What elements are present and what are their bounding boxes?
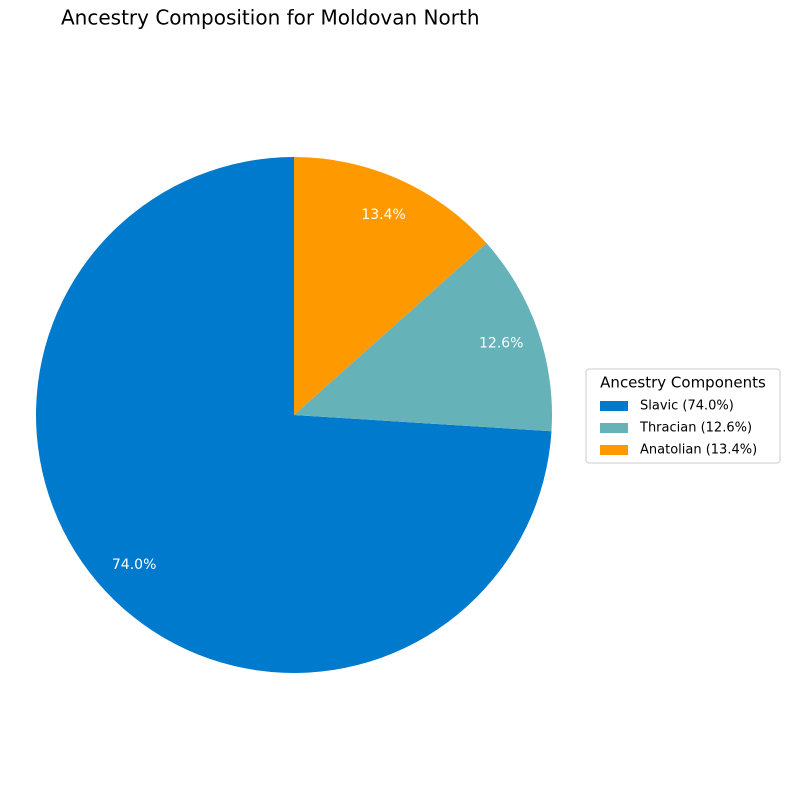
pie-slice [294,243,552,432]
legend-swatch [600,423,628,433]
legend-title: Ancestry Components [600,374,766,392]
legend-label: Thracian (12.6%) [639,421,752,436]
legend-label: Slavic (74.0%) [640,399,734,414]
chart-title: Ancestry Composition for Moldovan North [61,6,480,30]
slice-label: 74.0% [112,557,156,573]
slice-label: 13.4% [361,207,405,223]
legend-box [585,368,781,464]
slice-label: 12.6% [479,335,523,351]
pie-slice [35,157,552,673]
legend-label: Anatolian (13.4%) [640,443,757,458]
legend-swatch [600,401,628,411]
pie-slice [294,157,487,415]
legend-swatch [600,445,628,455]
